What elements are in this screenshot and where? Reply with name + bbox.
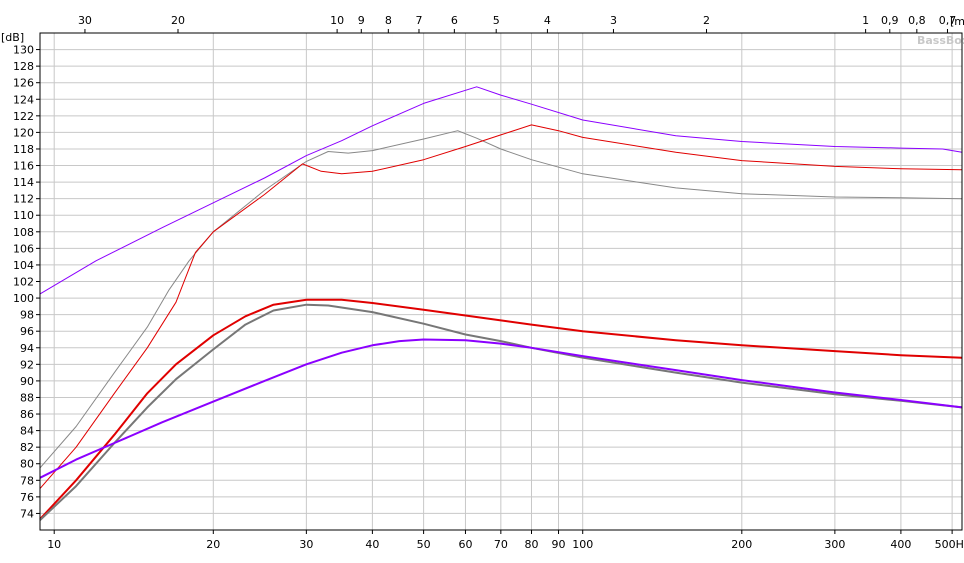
x-tick-label: 300 xyxy=(824,538,845,551)
top-axis-ticks: 30 20 10 9 8 7 6 5 4 3 2 1 0,9 0,8 0,7 xyxy=(78,14,956,33)
y-tick-label: 106 xyxy=(13,242,34,255)
x-tick-label: 50 xyxy=(417,538,431,551)
x-tick-label: 40 xyxy=(365,538,379,551)
y-tick-label: 86 xyxy=(20,408,34,421)
x-tick-label: 200 xyxy=(731,538,752,551)
top-tick-label: 5 xyxy=(493,14,500,27)
grid-lines xyxy=(40,33,962,530)
x-tick-label: 70 xyxy=(494,538,508,551)
y-tick-label: 128 xyxy=(13,60,34,73)
top-tick-label: 20 xyxy=(171,14,185,27)
y-tick-label: 114 xyxy=(13,176,34,189)
y-tick-label: 92 xyxy=(20,358,34,371)
x-tick-label: 30 xyxy=(299,538,313,551)
top-tick-label: 8 xyxy=(385,14,392,27)
y-tick-label: 102 xyxy=(13,276,34,289)
y-tick-label: 94 xyxy=(20,342,34,355)
top-tick-label: 2 xyxy=(703,14,710,27)
top-tick-label: 7 xyxy=(415,14,422,27)
y-axis-ticks: 74 76 78 80 82 84 86 88 90 92 94 96 98 100 102 104 106 10… xyxy=(13,44,40,520)
y-tick-label: 116 xyxy=(13,160,34,173)
y-tick-label: 118 xyxy=(13,143,34,156)
watermark: BassBox xyxy=(917,34,964,47)
top-tick-label: 4 xyxy=(544,14,551,27)
y-tick-label: 74 xyxy=(20,507,34,520)
series-line-3 xyxy=(39,124,963,489)
y-tick-label: 100 xyxy=(13,292,34,305)
x-tick-label: 80 xyxy=(524,538,538,551)
y-tick-label: 96 xyxy=(20,325,34,338)
top-tick-label: 1 xyxy=(862,14,869,27)
top-tick-label: 9 xyxy=(358,14,365,27)
y-tick-label: 80 xyxy=(20,458,34,471)
y-tick-label: 108 xyxy=(13,226,34,239)
top-tick-label: 3 xyxy=(610,14,617,27)
series-line-4 xyxy=(39,298,963,520)
x-tick-label: 500Hz xyxy=(935,538,964,551)
top-tick-label: 0,9 xyxy=(881,14,899,27)
y-tick-label: 82 xyxy=(20,441,34,454)
x-tick-label: 60 xyxy=(458,538,472,551)
x-tick-label: 10 xyxy=(47,538,61,551)
y-tick-label: 110 xyxy=(13,209,34,222)
y-tick-label: 88 xyxy=(20,391,34,404)
y-tick-label: 84 xyxy=(20,425,34,438)
y-tick-label: 122 xyxy=(13,110,34,123)
x-tick-label: 400 xyxy=(890,538,911,551)
y-tick-label: 130 xyxy=(13,44,34,57)
x-tick-label: 100 xyxy=(572,538,593,551)
y-axis-label: [dB] xyxy=(1,31,24,44)
y-tick-label: 90 xyxy=(20,375,34,388)
x-tick-label: 20 xyxy=(206,538,220,551)
x-axis-ticks: 10 20 30 40 50 60 70 80 90 100 200 300 400 500Hz xyxy=(47,530,964,551)
top-tick-label: 30 xyxy=(78,14,92,27)
series-line-2 xyxy=(39,130,963,469)
y-tick-label: 76 xyxy=(20,491,34,504)
y-tick-label: 98 xyxy=(20,309,34,322)
y-tick-label: 112 xyxy=(13,193,34,206)
x-tick-label: 90 xyxy=(552,538,566,551)
y-tick-label: 126 xyxy=(13,77,34,90)
top-tick-label: 10 xyxy=(330,14,344,27)
series-line-6 xyxy=(39,338,963,479)
y-tick-label: 78 xyxy=(20,474,34,487)
y-tick-label: 104 xyxy=(13,259,34,272)
top-axis-unit-label: [m] xyxy=(950,15,964,28)
series-lines xyxy=(39,86,963,521)
series-line-1 xyxy=(39,86,963,295)
series-line-5 xyxy=(39,303,963,521)
top-tick-label: 0,7 xyxy=(939,14,957,27)
y-tick-label: 124 xyxy=(13,93,34,106)
top-tick-label: 0,8 xyxy=(908,14,926,27)
top-tick-label: 6 xyxy=(451,14,458,27)
y-tick-label: 120 xyxy=(13,126,34,139)
